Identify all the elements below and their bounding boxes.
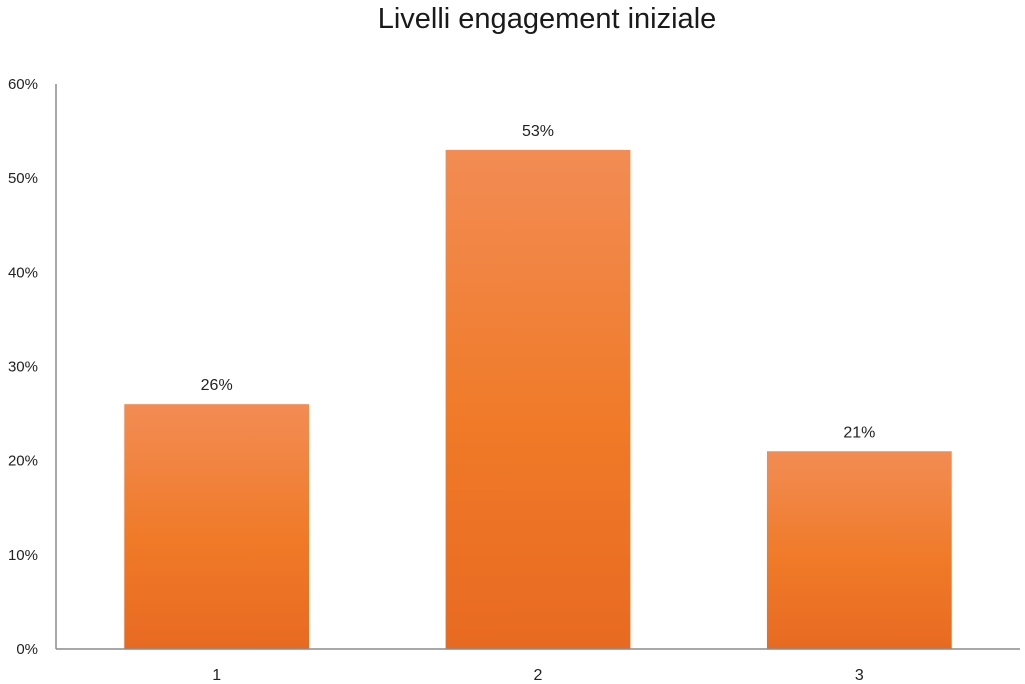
bar [124,404,310,649]
bars-group [124,149,952,649]
y-tick-label: 40% [8,264,38,281]
x-category-label: 3 [855,667,864,684]
y-tick-label: 10% [8,547,38,564]
y-tick-label: 20% [8,453,38,470]
y-tick-label: 30% [8,359,38,376]
data-label: 21% [843,424,875,441]
y-tick-label: 60% [8,76,38,93]
x-axis-categories: 1 2 3 [212,667,864,684]
y-tick-label: 0% [16,641,38,658]
bar [445,149,631,649]
x-category-label: 1 [212,667,221,684]
chart-title: Livelli engagement iniziale [378,3,717,35]
y-tick-label: 50% [8,170,38,187]
bar [766,451,952,649]
data-labels: 26% 53% 21% [201,123,876,441]
data-label: 26% [201,377,233,394]
data-label: 53% [522,123,554,140]
y-axis-ticks: 0% 10% 20% 30% 40% 50% 60% [8,76,38,658]
x-category-label: 2 [534,667,543,684]
